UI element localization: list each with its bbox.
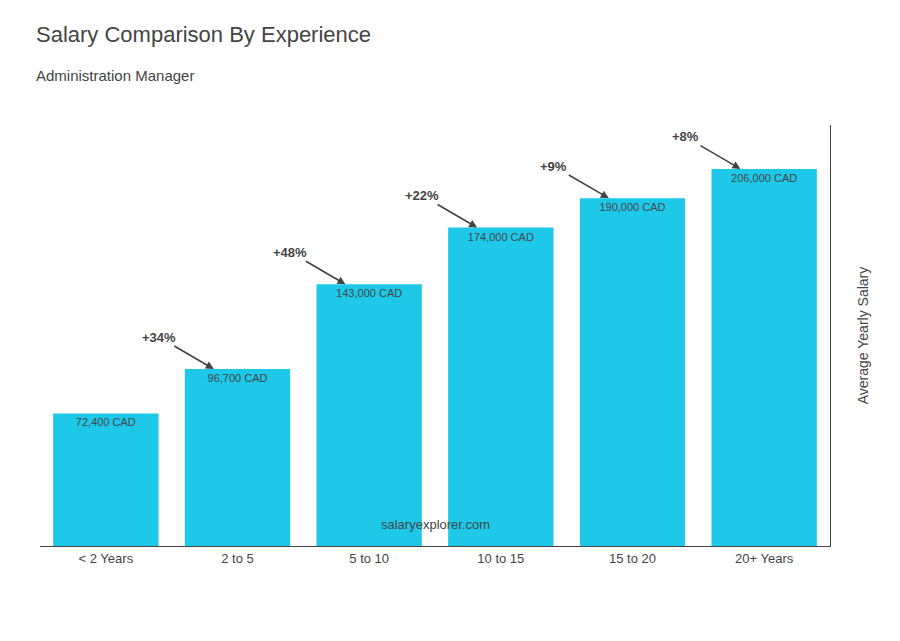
svg-text:10 to 15: 10 to 15	[477, 551, 524, 566]
svg-text:+8%: +8%	[672, 129, 699, 144]
svg-text:Salary Comparison By Experienc: Salary Comparison By Experience	[36, 22, 371, 47]
svg-text:Average Yearly Salary: Average Yearly Salary	[855, 267, 871, 405]
svg-text:5 to 10: 5 to 10	[349, 551, 389, 566]
svg-text:< 2 Years: < 2 Years	[79, 551, 134, 566]
svg-text:+48%: +48%	[273, 245, 307, 260]
svg-text:+22%: +22%	[405, 188, 439, 203]
svg-text:96,700 CAD: 96,700 CAD	[208, 372, 268, 384]
svg-text:+9%: +9%	[540, 159, 567, 174]
svg-text:+34%: +34%	[142, 330, 176, 345]
svg-text:20+ Years: 20+ Years	[735, 551, 794, 566]
svg-text:2 to 5: 2 to 5	[221, 551, 254, 566]
svg-text:15 to 20: 15 to 20	[609, 551, 656, 566]
svg-text:190,000 CAD: 190,000 CAD	[599, 201, 665, 213]
svg-text:72,400 CAD: 72,400 CAD	[76, 416, 136, 428]
svg-text:143,000 CAD: 143,000 CAD	[336, 287, 402, 299]
svg-text:174,000 CAD: 174,000 CAD	[468, 231, 534, 243]
svg-text:Administration Manager: Administration Manager	[36, 67, 194, 84]
svg-text:206,000 CAD: 206,000 CAD	[731, 172, 797, 184]
svg-text:salaryexplorer.com: salaryexplorer.com	[381, 517, 490, 532]
